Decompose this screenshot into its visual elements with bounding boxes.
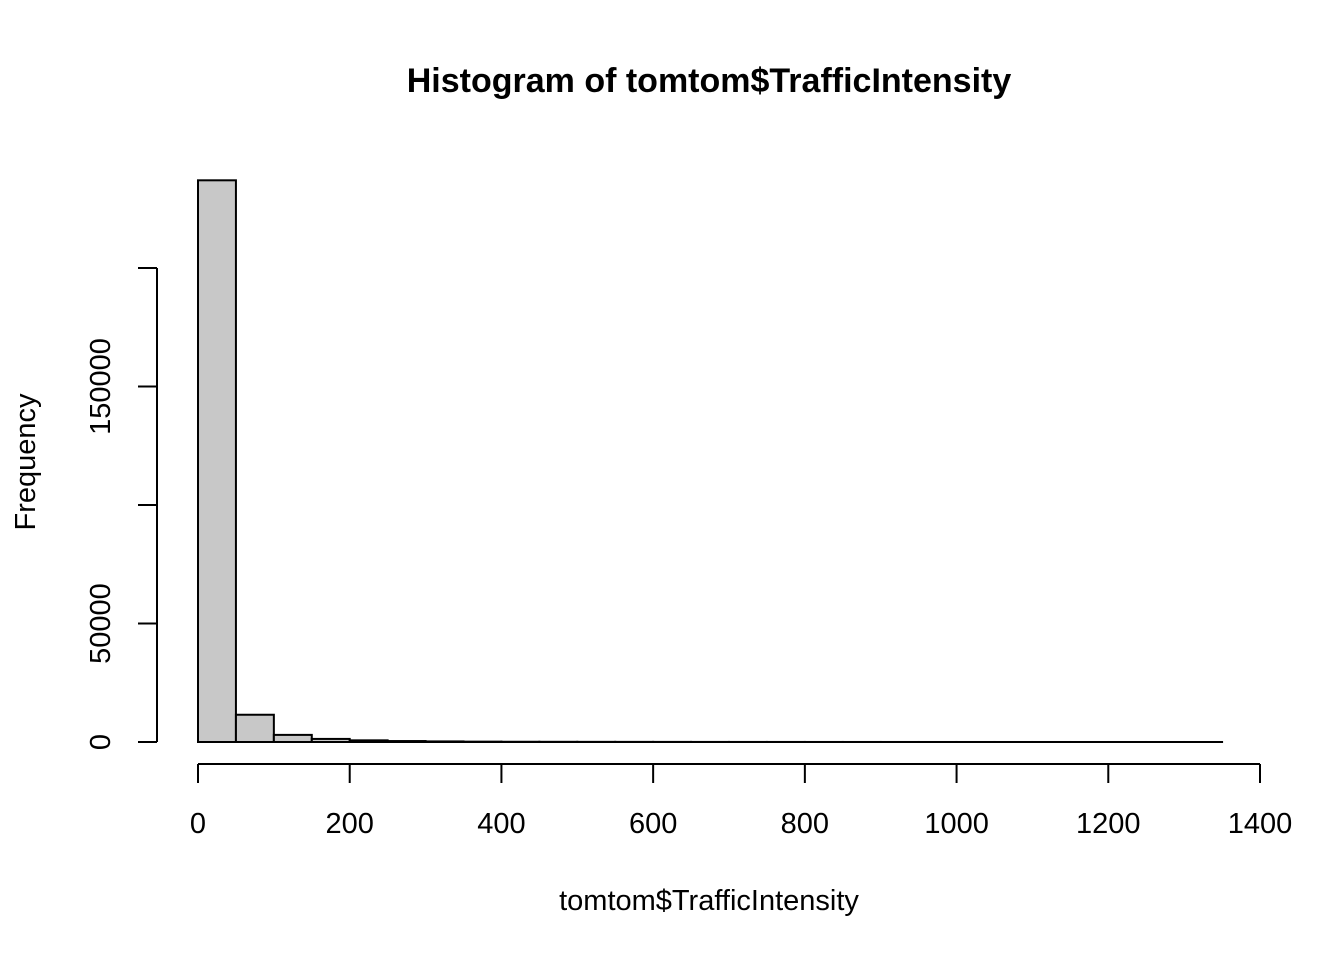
- histogram-bar: [424, 740, 465, 743]
- x-tick-label: 1200: [1076, 808, 1141, 840]
- histogram-bars: [197, 179, 1224, 744]
- histogram-bar: [348, 739, 389, 744]
- x-tick-label: 800: [781, 808, 829, 840]
- x-tick-label: 1000: [924, 808, 989, 840]
- y-tick-label: 150000: [85, 338, 117, 435]
- y-axis: 0 50000 150000: [85, 267, 158, 750]
- chart-title: Histogram of tomtom$TrafficIntensity: [407, 62, 1012, 100]
- x-tick-label: 200: [326, 808, 374, 840]
- histogram-bar: [310, 737, 351, 744]
- histogram-bar: [386, 740, 427, 744]
- y-tick-label: 0: [85, 734, 117, 750]
- x-tick-label: 0: [190, 808, 206, 840]
- histogram-bar: [197, 179, 237, 743]
- x-axis-label: tomtom$TrafficIntensity: [559, 885, 859, 917]
- histogram-bar: [272, 733, 313, 744]
- x-axis: 0 200 400 600 800 1000 1200 1400: [190, 763, 1293, 840]
- x-tick-label: 600: [629, 808, 677, 840]
- x-tick-label: 1400: [1228, 808, 1293, 840]
- x-tick-label: 400: [477, 808, 525, 840]
- histogram-bar: [234, 713, 275, 743]
- y-tick-label: 50000: [85, 583, 117, 664]
- y-axis-label: Frequency: [10, 393, 42, 531]
